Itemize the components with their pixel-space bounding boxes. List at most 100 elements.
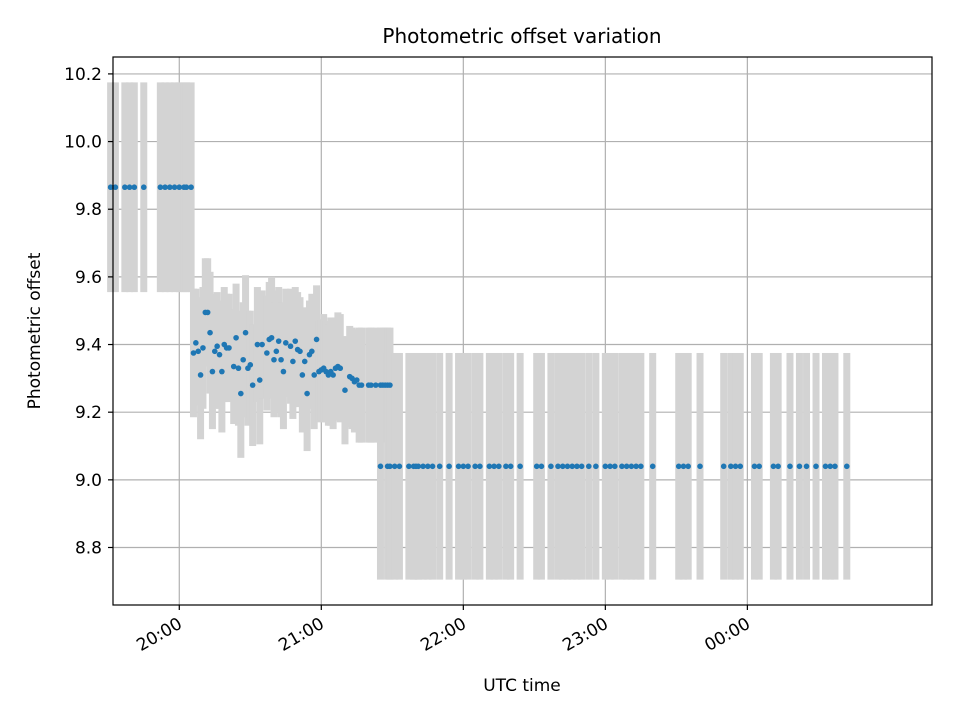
data-point [309, 348, 315, 355]
data-point [477, 463, 483, 470]
data-point [268, 334, 275, 341]
data-point [242, 329, 249, 336]
data-point [183, 184, 190, 191]
data-point [313, 336, 320, 343]
data-point [623, 463, 630, 470]
data-point [396, 463, 403, 470]
data-point [564, 463, 571, 470]
data-point [264, 350, 270, 356]
data-point [578, 463, 585, 470]
data-point [533, 463, 540, 470]
data-point [354, 377, 360, 383]
data-point [675, 463, 682, 470]
data-point [822, 463, 829, 470]
data-point [330, 372, 336, 378]
data-point [311, 372, 317, 378]
data-point [607, 463, 613, 470]
data-point [548, 463, 554, 470]
data-point [465, 463, 471, 470]
y-tick-label: 8.8 [75, 538, 102, 558]
x-axis-title: UTC time [483, 676, 561, 696]
data-point [282, 340, 289, 346]
data-point [503, 463, 509, 470]
data-point [249, 382, 256, 388]
data-point [216, 351, 223, 358]
y-axis-title: Photometric offset [25, 252, 45, 409]
data-point [195, 348, 202, 355]
data-point [387, 463, 393, 470]
data-point [372, 382, 379, 388]
data-point [460, 463, 467, 470]
data-point [280, 368, 287, 375]
data-point [507, 463, 514, 470]
data-point [107, 184, 114, 191]
data-point [787, 463, 793, 470]
y-tick-label: 9.4 [75, 336, 102, 356]
data-point [391, 463, 398, 470]
data-point [140, 184, 147, 191]
data-point [803, 463, 810, 470]
data-point [162, 184, 168, 191]
data-point [358, 382, 365, 388]
y-tick-label: 9.8 [75, 200, 102, 220]
data-point [420, 463, 426, 470]
data-point [638, 463, 644, 470]
data-point [538, 463, 545, 470]
data-point [633, 463, 639, 470]
data-point [193, 340, 199, 346]
data-point [188, 184, 194, 191]
data-point [122, 184, 128, 191]
data-point [517, 463, 523, 470]
plot-frame [112, 56, 933, 606]
data-point [287, 343, 294, 350]
data-point [832, 463, 838, 470]
data-point [273, 348, 280, 355]
data-point [472, 463, 478, 470]
data-point [602, 463, 609, 470]
data-point [112, 184, 119, 191]
data-point [628, 463, 635, 470]
data-point [429, 463, 436, 470]
data-point [337, 365, 344, 372]
data-point [559, 463, 566, 470]
y-tick-label: 10.0 [64, 133, 102, 153]
data-point [342, 387, 348, 393]
data-point [219, 368, 225, 375]
data-point [207, 329, 213, 336]
data-point [491, 463, 497, 470]
data-point [235, 365, 242, 372]
data-point [569, 463, 576, 470]
data-point [496, 463, 502, 470]
data-point [247, 362, 254, 368]
data-point [737, 463, 744, 470]
data-point [813, 463, 819, 470]
data-point [204, 309, 211, 316]
data-point [455, 463, 462, 470]
data-point [415, 463, 422, 470]
data-point [377, 463, 384, 470]
data-point [720, 463, 727, 470]
data-point [619, 463, 625, 470]
data-point [368, 382, 374, 388]
data-point [301, 358, 308, 365]
data-point [240, 356, 246, 363]
data-point [555, 463, 561, 470]
data-point [278, 356, 284, 363]
data-point [756, 463, 763, 470]
data-point [486, 463, 493, 470]
data-point [275, 338, 282, 344]
data-point [827, 463, 834, 470]
data-point [770, 463, 777, 470]
data-point [574, 463, 580, 470]
data-point [226, 345, 232, 351]
data-point [190, 350, 197, 356]
y-axis-ticks: 8.8 9.0 9.2 9.4 9.6 9.8 10.0 10.2 [64, 65, 113, 558]
y-tick-label: 10.2 [64, 65, 102, 85]
data-point [171, 184, 178, 191]
data-point [126, 184, 133, 191]
data-point [406, 463, 412, 470]
data-point [297, 348, 303, 355]
chart-title: Photometric offset variation [382, 24, 661, 48]
data-point [157, 184, 164, 191]
